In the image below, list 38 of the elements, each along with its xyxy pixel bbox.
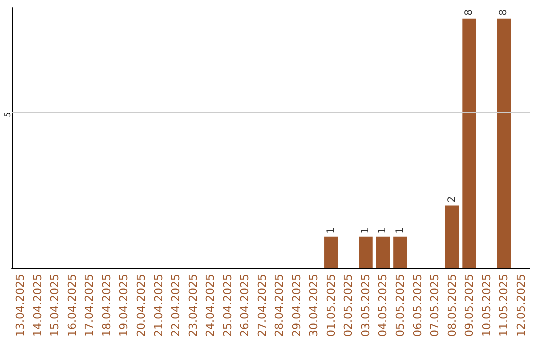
x-tick-label: 12.05.2025 [514,274,528,338]
x-tick-label: 28.04.2025 [273,274,286,338]
data-label: 1 [395,228,406,234]
x-tick-label: 11.05.2025 [498,274,511,338]
data-label: 8 [498,10,510,16]
x-tick-label: 14.04.2025 [31,274,44,338]
data-label: 1 [360,228,372,234]
x-tick-label: 08.05.2025 [446,274,459,338]
x-tick-label: 24.04.2025 [204,274,218,338]
x-tick-label: 09.05.2025 [463,274,476,338]
x-tick-label: 15.04.2025 [48,274,62,338]
data-label: 1 [378,228,389,234]
ref-line-label: 5 [4,112,12,118]
x-tick-label: 26.04.2025 [238,274,252,338]
x-tick-label: 03.05.2025 [359,274,372,338]
x-tick-label: 01.05.2025 [324,274,338,338]
x-tick-label: 29.04.2025 [290,274,304,338]
data-label: 2 [446,196,458,203]
x-tick-label: 10.05.2025 [480,274,494,338]
x-tick-label: 07.05.2025 [428,274,442,338]
x-tick-label: 17.04.2025 [83,274,96,338]
x-tick-label: 22.04.2025 [170,274,183,338]
x-tick-label: 20.04.2025 [135,274,148,338]
x-tick-label: 13.04.2025 [14,274,28,338]
x-tick-label: 21.04.2025 [152,274,166,338]
data-label: 1 [326,228,337,234]
x-tick-label: 06.05.2025 [411,274,424,338]
x-tick-label: 16.04.2025 [66,274,79,338]
x-tick-label: 05.05.2025 [394,274,407,338]
x-tick-label: 30.04.2025 [308,274,321,338]
x-tick-label: 18.04.2025 [100,274,114,338]
x-tick-label: 04.05.2025 [376,274,390,338]
x-tick-label: 02.05.2025 [342,274,356,338]
data-label: 8 [464,10,476,16]
x-tick-label: 23.04.2025 [186,274,200,338]
x-tick-label: 25.04.2025 [221,274,234,338]
x-tick-label: 27.04.2025 [256,274,269,338]
x-tick-label: 19.04.2025 [118,274,131,338]
